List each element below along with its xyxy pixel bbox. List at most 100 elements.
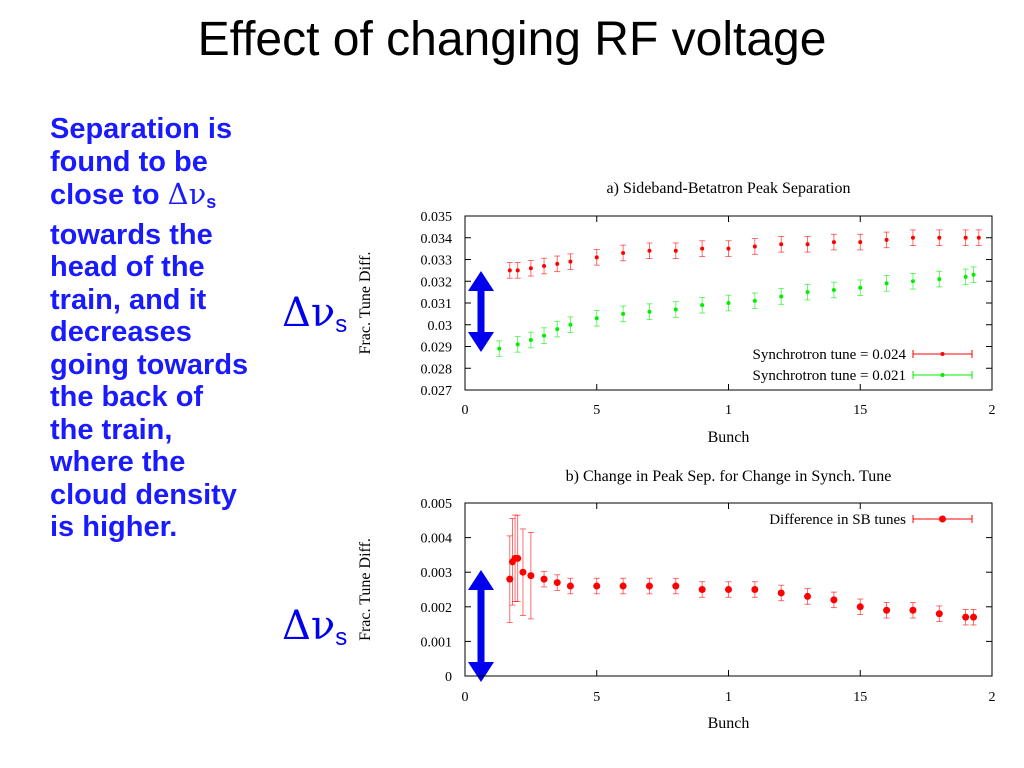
chart-1-title: a) Sideband-Betatron Peak Separation <box>607 180 851 197</box>
chart-2-series-1-point-12 <box>672 582 680 590</box>
chart-1-series-2-point-6 <box>594 316 599 321</box>
chart-1-series-2-point-9 <box>673 307 678 312</box>
chart-1-series-1-point-0 <box>507 268 512 273</box>
chart-2-ytick-label-2: 0.002 <box>421 601 453 616</box>
chart-1-series-1-point-18 <box>910 235 915 240</box>
chart-2-series-1-point-21 <box>909 606 917 614</box>
chart-2-series-1-point-9 <box>593 582 601 590</box>
chart-1-series-2-point-13 <box>779 294 784 299</box>
chart-2-xtick-label-3: 15 <box>853 690 867 705</box>
delta-nu-arrow-top-head-down <box>468 332 494 352</box>
chart-1-series-2-point-18 <box>910 279 915 284</box>
chart-2-legend-label-1: Difference in SB tunes <box>769 512 906 528</box>
chart-2-xtick-label-2: 1 <box>725 690 732 705</box>
chart-2-series-1-point-3 <box>514 554 522 562</box>
chart-1-series-2-point-4 <box>555 327 560 332</box>
delta-nu-label-top-symbol: Δν <box>282 290 336 336</box>
chart-2-ytick-label-1: 0.001 <box>421 635 453 650</box>
chart-1-ytick-label-1: 0.028 <box>421 362 453 377</box>
chart-1-series-1-point-17 <box>884 237 889 242</box>
chart-2-series-1-point-5 <box>527 572 535 580</box>
chart-1-series-1-point-10 <box>700 246 705 251</box>
chart-1-series-2-point-7 <box>621 311 626 316</box>
delta-nu-label-top-subscript: s <box>335 311 348 338</box>
chart-1-series-1-point-2 <box>528 266 533 271</box>
delta-nu-label-bottom-subscript: s <box>335 624 348 651</box>
chart-1-xtick-label-0: 0 <box>462 403 469 418</box>
chart-2-ytick-label-0: 0 <box>445 670 452 685</box>
chart-1-series-2-point-19 <box>937 277 942 282</box>
chart-1-series-1-point-11 <box>726 246 731 251</box>
chart-1-ytick-label-4: 0.031 <box>421 297 453 312</box>
chart-2-series-1-point-18 <box>830 596 838 604</box>
chart-1-ytick-label-6: 0.033 <box>421 254 453 269</box>
chart-2-series-1-point-7 <box>553 579 561 587</box>
chart-1-ytick-label-3: 0.03 <box>428 319 453 334</box>
delta-nu-label-bottom-symbol: Δν <box>282 603 336 649</box>
explanation-part-1: Separation is found to be close to <box>50 113 233 211</box>
chart-2-series-1-point-10 <box>619 582 627 590</box>
delta-nu-label-bottom: Δνs <box>282 603 347 652</box>
chart-1-ytick-label-7: 0.034 <box>421 232 453 247</box>
chart-1-series-1-point-6 <box>594 255 599 260</box>
chart-1-legend-label-1: Synchrotron tune = 0.024 <box>753 347 907 363</box>
chart-2-ytick-label-5: 0.005 <box>421 497 453 512</box>
chart-1-series-2-point-14 <box>805 290 810 295</box>
chart-2-series-1-point-4 <box>519 568 527 576</box>
chart-1-xtick-label-4: 2 <box>989 403 996 418</box>
chart-2-xtick-label-1: 5 <box>593 690 600 705</box>
chart-1-series-1-point-8 <box>647 248 652 253</box>
chart-1-legend-marker-2 <box>940 373 945 377</box>
chart-1-series-2-point-16 <box>858 285 863 290</box>
chart-1-series-2-point-20 <box>963 274 968 279</box>
chart-1-series-1-point-9 <box>673 248 678 253</box>
chart-1-series-2-point-8 <box>647 309 652 314</box>
chart-2-series-1-point-14 <box>725 586 732 593</box>
chart-1-series-1-point-5 <box>568 259 573 264</box>
chart-1-xlabel: Bunch <box>708 429 750 446</box>
chart-1-series-2-point-3 <box>542 333 547 338</box>
chart-1-series-1-point-1 <box>515 268 520 273</box>
chart-1-ytick-label-5: 0.032 <box>421 275 453 290</box>
chart-1-xtick-label-1: 5 <box>593 403 600 418</box>
slide-title: Effect of changing RF voltage <box>197 13 827 66</box>
chart-1-series-1-point-7 <box>621 250 626 255</box>
chart-2-series-1-point-19 <box>856 603 864 611</box>
chart-2-series-1-point-6 <box>540 575 548 583</box>
chart-1-series-1-point-21 <box>976 235 981 240</box>
chart-1-ylabel: Frac. Tune Diff. <box>357 252 374 355</box>
chart-1-xtick-label-3: 15 <box>853 403 867 418</box>
chart-2-title: b) Change in Peak Sep. for Change in Syn… <box>566 468 892 485</box>
chart-1-series-2-point-10 <box>700 303 705 308</box>
chart-1-series-1-point-16 <box>858 240 863 245</box>
chart-1-series-1-point-3 <box>542 264 547 269</box>
chart-2-series-1-point-23 <box>962 613 970 621</box>
chart-2-ytick-label-4: 0.004 <box>421 532 453 547</box>
delta-nu-arrow-bottom-head-up <box>468 570 494 590</box>
delta-nu-symbol: Δν <box>167 177 207 211</box>
chart-1-series-1-point-13 <box>779 242 784 247</box>
explanation-part-2: towards the head of the train, and it de… <box>50 218 249 544</box>
chart-1-series-2-point-12 <box>752 298 757 303</box>
chart-1-series-1-point-19 <box>937 235 942 240</box>
chart-2-legend-marker-1 <box>939 515 946 523</box>
chart-1-series-2-point-21 <box>971 272 976 277</box>
chart-1-ytick-label-2: 0.029 <box>421 341 453 356</box>
chart-1-series-2-point-0 <box>497 346 502 351</box>
chart-2-series-1-point-0 <box>506 575 514 583</box>
chart-1-xtick-label-2: 1 <box>725 403 732 418</box>
chart-1-series-2-point-15 <box>831 287 836 292</box>
chart-2-xtick-label-4: 2 <box>989 690 996 705</box>
chart-1-series-1-point-4 <box>555 261 560 266</box>
chart-1-ytick-label-0: 0.027 <box>421 384 453 399</box>
chart-2-series-1-point-16 <box>777 589 785 597</box>
chart-2-xtick-label-0: 0 <box>462 690 469 705</box>
chart-2-series-1-point-11 <box>645 582 653 590</box>
delta-nu-arrow-top-head-up <box>468 271 494 291</box>
chart-1-legend-label-2: Synchrotron tune = 0.021 <box>753 368 906 384</box>
chart-2-series-1-point-15 <box>751 586 759 593</box>
chart-1-ytick-label-8: 0.035 <box>421 210 453 225</box>
chart-2-series-1-point-20 <box>883 606 891 614</box>
chart-1-series-1-point-20 <box>963 235 968 240</box>
